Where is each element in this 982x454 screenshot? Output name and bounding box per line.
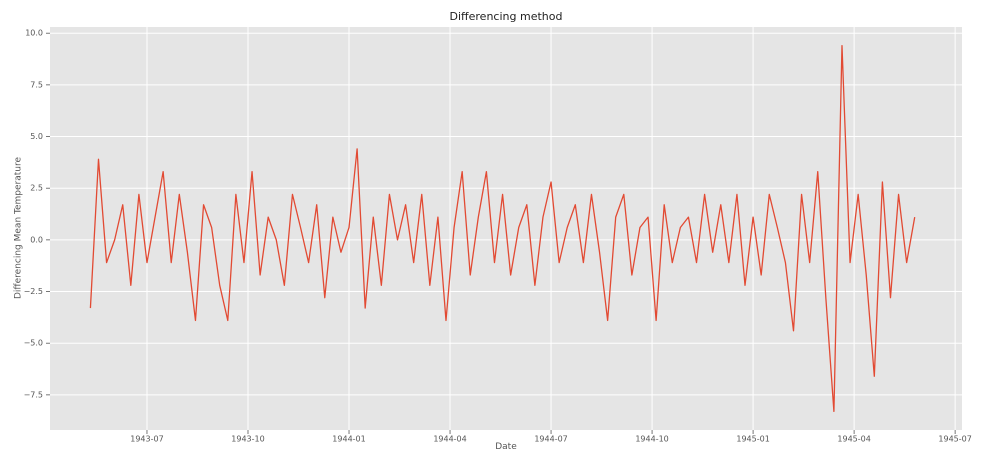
y-tick-label: −5.0	[24, 339, 43, 348]
x-tick-label: 1943-07	[130, 435, 163, 444]
y-tick-label: 2.5	[30, 184, 43, 193]
y-axis-label: Differencing Mean Temperature	[14, 157, 24, 299]
y-tick-label: 7.5	[30, 80, 43, 89]
x-tick-label: 1945-01	[736, 435, 769, 444]
x-tick-label: 1944-04	[433, 435, 466, 444]
x-tick-label: 1944-01	[332, 435, 365, 444]
marks	[89, 44, 916, 413]
y-tick-label: 10.0	[25, 29, 43, 38]
chart-title: Differencing method	[450, 10, 563, 23]
y-tick-label: −2.5	[24, 287, 43, 296]
x-tick-label: 1945-04	[837, 435, 870, 444]
y-tick-label: 5.0	[30, 132, 43, 141]
y-tick-label: −7.5	[24, 390, 43, 399]
x-tick-label: 1944-10	[635, 435, 668, 444]
y-tick-label: 0.0	[30, 235, 43, 244]
x-tick-label: 1943-10	[231, 435, 264, 444]
x-axis-label: Date	[495, 442, 517, 450]
data-line	[89, 44, 916, 413]
x-tick-label: 1945-07	[938, 435, 971, 444]
x-tick-label: 1944-07	[534, 435, 567, 444]
grid: −7.5 −5.0 −2.5 0.0 2.5 5.0 7.5 10.0 1943-07 1943-…	[24, 27, 972, 444]
